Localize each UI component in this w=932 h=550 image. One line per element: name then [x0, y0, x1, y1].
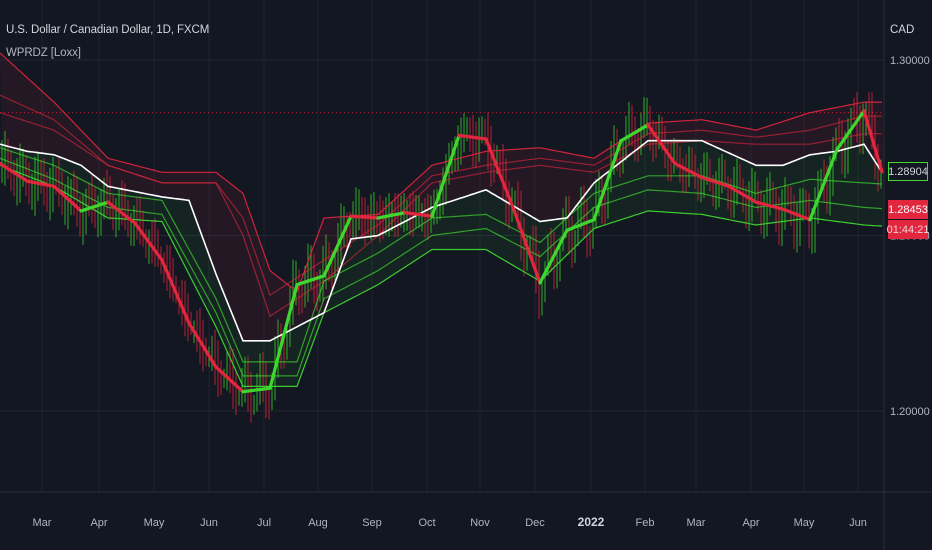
time-tick-label: Aug [308, 517, 328, 529]
signal-segment [289, 294, 296, 310]
time-tick-label: Nov [470, 517, 490, 529]
upper-zone-fill [0, 53, 884, 341]
upper-band-price-tag: 1.28904 [888, 162, 928, 181]
signal-segment [292, 283, 299, 298]
signal-segment [286, 306, 293, 321]
time-tick-label: Apr [742, 517, 759, 529]
signal-segment [865, 119, 872, 133]
signal-segment [868, 129, 875, 143]
signal-segment [874, 149, 881, 164]
lower-band-line [0, 157, 883, 377]
time-tick-label: Mar [687, 517, 706, 529]
currency-label: CAD [890, 24, 915, 36]
signal-segment [271, 363, 278, 379]
time-tick-label: Jul [257, 517, 271, 529]
upper-band-line [0, 52, 882, 293]
time-tick-label: Mar [33, 517, 52, 529]
time-tick-label: Dec [525, 517, 545, 529]
time-tick-label: Sep [362, 517, 382, 529]
signal-segment [862, 109, 869, 123]
upper-band-line [0, 112, 882, 318]
bar-countdown: 01:44:21 [887, 220, 929, 239]
lower-band-line [0, 164, 883, 387]
signal-segment [280, 329, 287, 344]
price-tick-label: 1.20000 [890, 406, 930, 418]
signal-segment [268, 375, 275, 390]
price-tick-label: 1.30000 [890, 55, 930, 67]
lower-band-line [0, 147, 883, 363]
time-tick-label: Jun [200, 517, 218, 529]
signal-segment [871, 139, 878, 154]
time-tick-label: Feb [636, 517, 655, 529]
indicator-label[interactable]: WPRDZ [Loxx] [6, 47, 81, 59]
time-tick-label: Apr [90, 517, 107, 529]
signal-segment [283, 317, 290, 333]
time-tick-label: Oct [418, 517, 435, 529]
midline [0, 139, 883, 342]
last-price-tag: 1.28453 [888, 200, 928, 219]
time-tick-label: May [794, 517, 815, 529]
chart-title: U.S. Dollar / Canadian Dollar, 1D, FXCM [6, 24, 210, 36]
time-tick-label: May [144, 517, 165, 529]
signal-line [0, 109, 884, 394]
grid-lines [0, 0, 884, 492]
signal-segment [877, 160, 884, 174]
signal-segment [277, 340, 284, 356]
time-tick-label: Jun [849, 517, 867, 529]
signal-segment [274, 352, 281, 367]
time-tick-label: 2022 [578, 515, 605, 529]
